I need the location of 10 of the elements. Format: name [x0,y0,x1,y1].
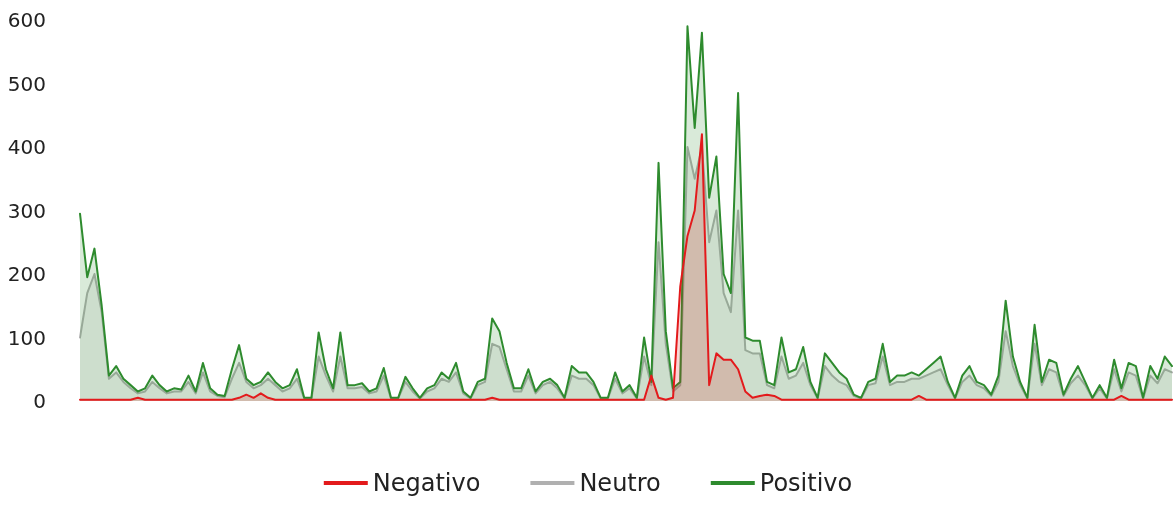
legend-label: Positivo [759,469,853,497]
y-tick-label: 400 [7,135,46,159]
y-tick-label: 300 [7,198,46,223]
y-tick-label: 600 [7,8,46,32]
y-tick-label: 0 [33,389,46,413]
y-tick-label: 100 [7,325,46,350]
y-tick-label: 200 [7,262,46,286]
legend-label: Neutro [579,469,661,497]
legend-label: Negativo [372,469,481,497]
y-tick-label: 500 [7,71,46,96]
